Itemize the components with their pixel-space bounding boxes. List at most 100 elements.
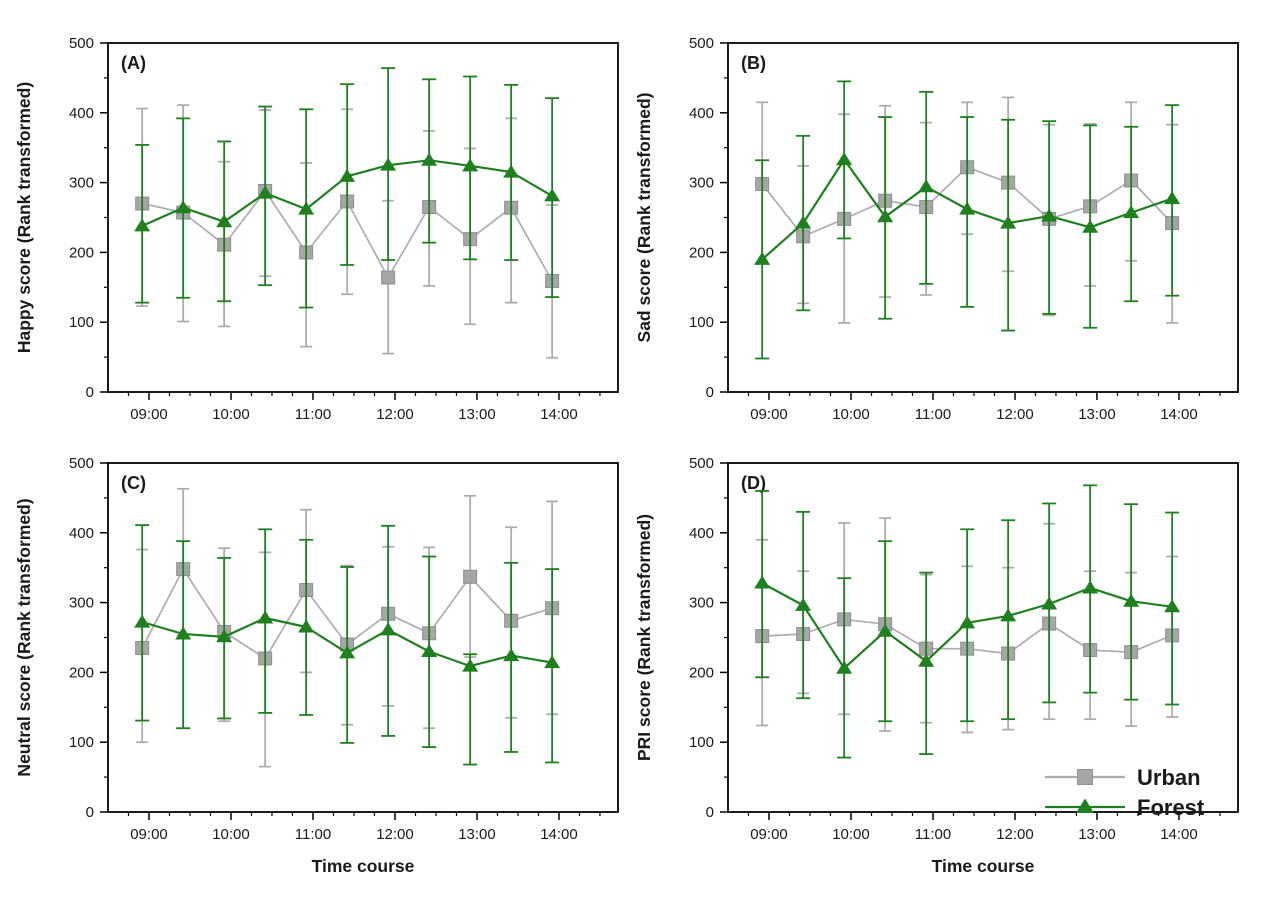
triangle-marker	[380, 622, 397, 636]
x-tick-label: 10:00	[212, 406, 250, 423]
y-tick-label: 0	[86, 804, 94, 821]
x-tick-label: 09:00	[750, 406, 788, 423]
markers-forest	[134, 152, 561, 232]
y-tick-label: 400	[69, 525, 94, 542]
triangle-marker	[836, 152, 853, 166]
markers-forest	[754, 152, 1181, 265]
y-tick-label: 300	[69, 175, 94, 192]
y-tick-label: 0	[706, 384, 714, 401]
x-axis-title: Time course	[932, 856, 1035, 876]
y-axis-title: PRI score (Rank transformed)	[634, 514, 654, 761]
y-tick-label: 300	[689, 595, 714, 612]
panel-happy-chart: 0 100 200 300 400 500 09:00 10:00 11:00 12:00 13:0…	[14, 35, 619, 423]
x-tick-label: 11:00	[295, 406, 331, 423]
legend-item-urban: Urban	[1045, 765, 1201, 790]
triangle-marker	[1000, 215, 1017, 229]
triangle-marker	[380, 157, 397, 171]
square-marker	[463, 569, 478, 584]
triangle-marker	[918, 653, 935, 667]
markers-forest	[134, 610, 561, 672]
triangle-marker	[1164, 191, 1181, 205]
panel-letter: (B)	[741, 53, 766, 73]
triangle-marker	[257, 185, 274, 199]
x-tick-label: 14:00	[540, 406, 578, 423]
series-forest	[754, 80, 1181, 360]
axes: 0 100 200 300 400 500 09:00 10:00 11:00 12:00 13:0…	[689, 455, 1239, 843]
x-tick-label: 09:00	[750, 826, 788, 843]
triangle-marker	[544, 655, 561, 669]
x-tick-label: 09:00	[130, 406, 168, 423]
triangle-marker	[795, 597, 812, 611]
triangle-marker	[544, 188, 561, 202]
x-tick-label: 13:00	[1078, 406, 1116, 423]
panel-neutral-chart: 0 100 200 300 400 500 09:00 10:00 11:00 12:00 13:0…	[14, 455, 619, 876]
x-tick-label: 14:00	[1160, 406, 1198, 423]
y-tick-label: 200	[689, 244, 714, 261]
y-tick-label: 500	[689, 35, 714, 52]
panel-pri-chart: 0 100 200 300 400 500 09:00 10:00 11:00 12:00 13:0…	[634, 455, 1239, 876]
triangle-marker	[257, 610, 274, 624]
x-tick-label: 09:00	[130, 826, 168, 843]
y-tick-label: 500	[689, 455, 714, 472]
x-tick-label: 14:00	[1160, 826, 1198, 843]
panel-letter: (C)	[121, 473, 146, 493]
y-tick-label: 100	[69, 314, 94, 331]
y-tick-label: 400	[689, 105, 714, 122]
plot-root: 0 100 200 300 400 500 09:00 10:00 11:00 12:00 13:0…	[14, 35, 619, 423]
x-tick-label: 10:00	[832, 406, 870, 423]
x-tick-label: 13:00	[458, 826, 496, 843]
triangle-marker	[339, 645, 356, 659]
triangle-marker	[959, 201, 976, 215]
series-forest	[134, 524, 561, 766]
triangle-marker	[877, 209, 894, 223]
triangle-marker	[216, 214, 233, 228]
x-tick-label: 12:00	[376, 406, 414, 423]
triangle-marker	[1000, 608, 1017, 622]
legend-label: Urban	[1137, 765, 1201, 790]
y-tick-label: 200	[69, 664, 94, 681]
x-tick-label: 12:00	[376, 826, 414, 843]
triangle-marker	[503, 164, 520, 178]
triangle-marker	[918, 179, 935, 193]
error-bars-forest	[135, 524, 560, 766]
legend-square-marker	[1077, 769, 1093, 785]
panel-happy: 0 100 200 300 400 500 09:00 10:00 11:00 12:00 13:0…	[0, 0, 633, 455]
y-tick-label: 100	[69, 734, 94, 751]
legend-item-forest: Forest	[1045, 795, 1205, 820]
axes: 0 100 200 300 400 500 09:00 10:00 11:00 12:00 13:0…	[69, 35, 619, 423]
triangle-marker	[503, 648, 520, 662]
panel-sad: 0 100 200 300 400 500 09:00 10:00 11:00 12:00 13:0…	[620, 0, 1266, 455]
triangle-marker	[462, 158, 479, 172]
plot-root: 0 100 200 300 400 500 09:00 10:00 11:00 12:00 13:0…	[634, 35, 1239, 423]
panel-neutral: 0 100 200 300 400 500 09:00 10:00 11:00 12:00 13:0…	[0, 455, 633, 910]
panel-letter: (A)	[121, 53, 146, 73]
triangle-marker	[959, 615, 976, 629]
triangle-marker	[1041, 208, 1058, 222]
triangle-marker	[339, 168, 356, 182]
triangle-marker	[1082, 580, 1099, 594]
axes: 0 100 200 300 400 500 09:00 10:00 11:00 12:00 13:0…	[689, 35, 1239, 423]
triangle-marker	[134, 218, 151, 232]
triangle-marker	[298, 201, 315, 215]
plot-root: 0 100 200 300 400 500 09:00 10:00 11:00 12:00 13:0…	[14, 455, 619, 876]
legend-triangle-marker	[1076, 798, 1094, 813]
triangle-marker	[754, 575, 771, 589]
y-tick-label: 200	[69, 244, 94, 261]
triangle-marker	[175, 200, 192, 214]
triangle-marker	[877, 623, 894, 637]
triangle-marker	[1082, 219, 1099, 233]
legend: Urban Forest	[1045, 765, 1205, 820]
x-tick-label: 13:00	[1078, 826, 1116, 843]
panel-sad-chart: 0 100 200 300 400 500 09:00 10:00 11:00 12:00 13:0…	[634, 35, 1239, 423]
y-tick-label: 100	[689, 734, 714, 751]
triangle-marker	[421, 643, 438, 657]
x-tick-label: 12:00	[996, 826, 1034, 843]
y-axis-title: Neutral score (Rank transformed)	[14, 498, 34, 776]
square-marker	[381, 270, 396, 285]
y-tick-label: 400	[69, 105, 94, 122]
legend-label: Forest	[1137, 795, 1205, 820]
triangle-marker	[421, 152, 438, 166]
panel-pri: 0 100 200 300 400 500 09:00 10:00 11:00 12:00 13:0…	[620, 455, 1266, 910]
error-bars-forest	[755, 80, 1180, 360]
